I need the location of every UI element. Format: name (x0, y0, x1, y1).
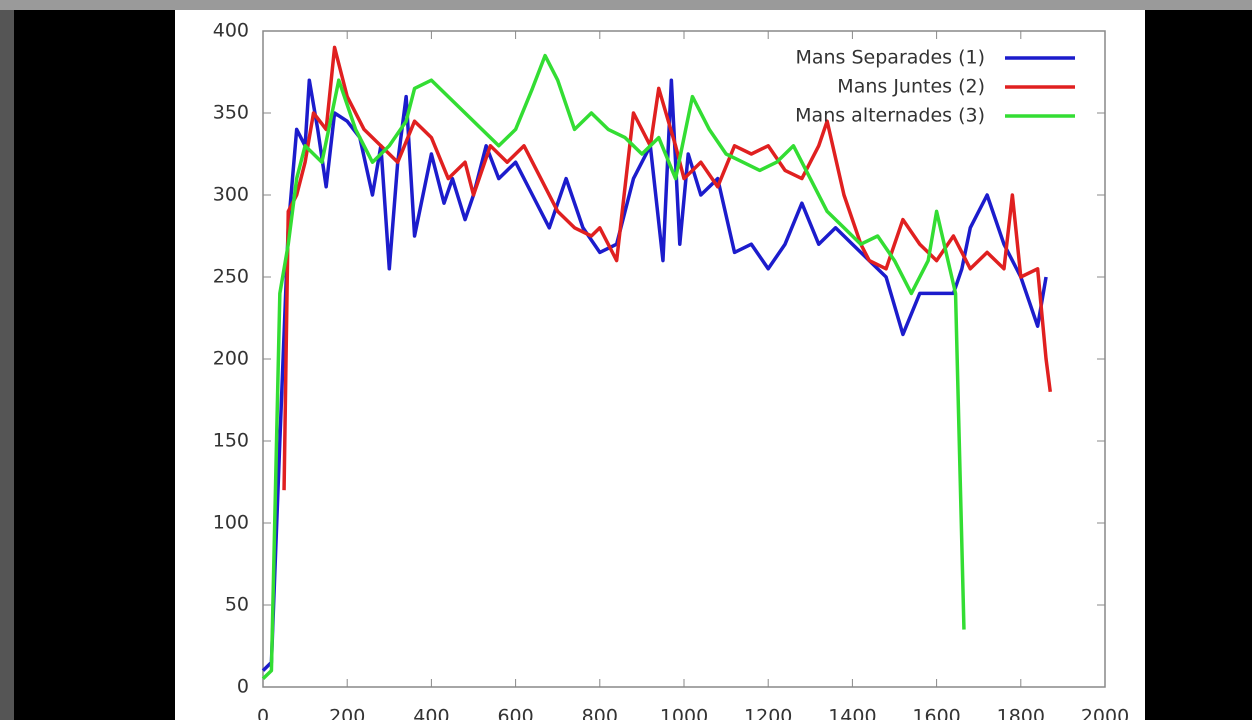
y-tick-label: 150 (213, 430, 249, 452)
series-line (282, 45, 1053, 491)
x-tick-label: 200 (329, 706, 365, 720)
y-tick-label: 300 (213, 184, 249, 206)
legend-label: Mans alternades (3) (795, 105, 985, 127)
legend-label: Mans Separades (1) (795, 47, 985, 69)
y-tick-label: 50 (225, 594, 249, 616)
x-tick-label: 400 (413, 706, 449, 720)
x-tick-label: 2000 (1081, 706, 1129, 720)
x-tick-label: 1400 (828, 706, 876, 720)
y-tick-label: 250 (213, 266, 249, 288)
series-line (261, 53, 966, 681)
chart-panel (175, 10, 1145, 720)
x-tick-label: 600 (497, 706, 533, 720)
x-tick-label: 0 (257, 706, 269, 720)
y-tick-label: 350 (213, 102, 249, 124)
y-tick-label: 400 (213, 20, 249, 42)
x-tick-label: 1200 (744, 706, 792, 720)
x-tick-label: 1800 (997, 706, 1045, 720)
x-tick-label: 1600 (912, 706, 960, 720)
x-tick-label: 800 (582, 706, 618, 720)
y-tick-label: 100 (213, 512, 249, 534)
y-tick-label: 0 (237, 676, 249, 698)
legend-label: Mans Juntes (2) (837, 76, 985, 98)
series-line (261, 78, 1048, 672)
left-strip (0, 10, 14, 720)
y-tick-label: 200 (213, 348, 249, 370)
top-strip (0, 0, 1252, 10)
x-tick-label: 1000 (660, 706, 708, 720)
